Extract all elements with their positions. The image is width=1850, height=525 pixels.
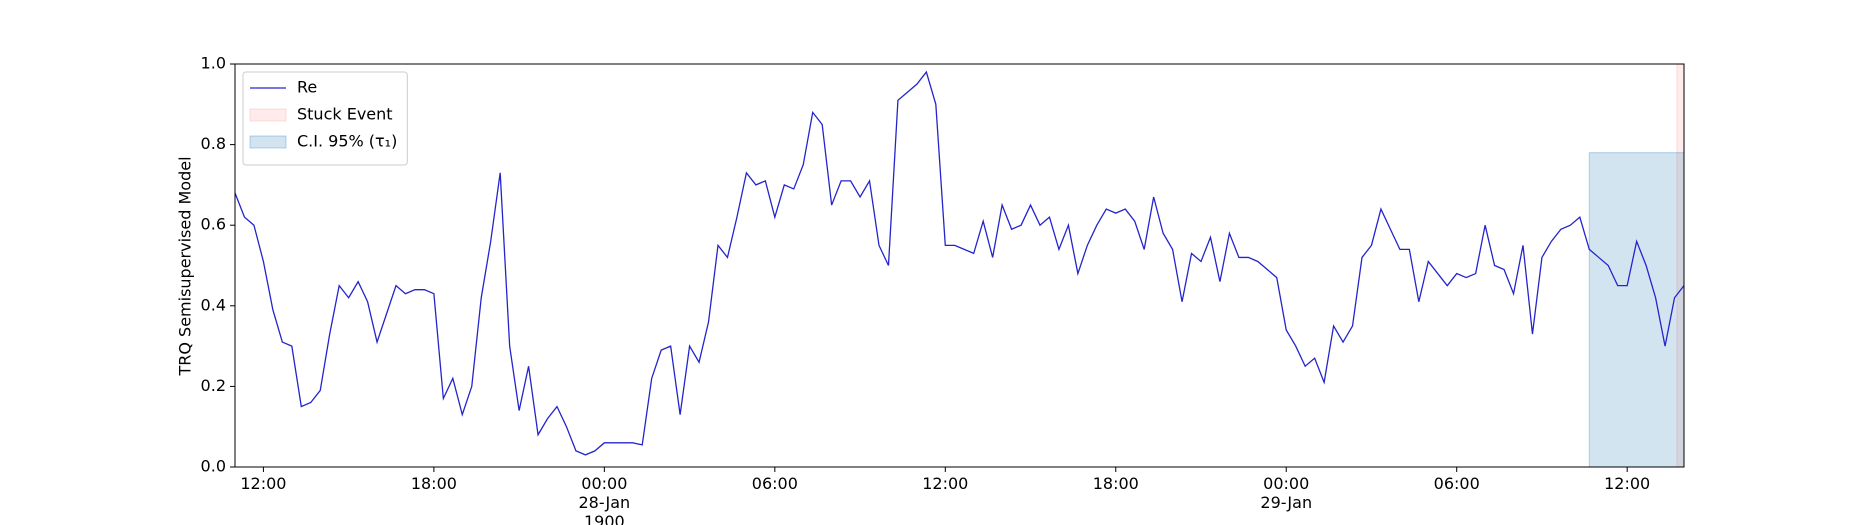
span — [1588, 152, 1685, 468]
x-tick-label: 00:00 29-Jan — [1260, 474, 1312, 512]
line-series — [234, 70, 1685, 456]
plot-frame — [234, 63, 1685, 468]
y-axis-label: TRQ Semisupervised Model — [176, 156, 195, 376]
legend-swatch — [249, 108, 287, 122]
y-tick-label: 0.0 — [201, 457, 226, 476]
y-tick-label: 0.4 — [201, 295, 226, 314]
x-tick-label: 18:00 — [1093, 474, 1139, 493]
legend-label: C.I. 95% (τ₁) — [297, 132, 397, 151]
y-tick-label: 1.0 — [201, 54, 226, 73]
x-tick-label: 06:00 — [752, 474, 798, 493]
y-tick-label: 0.2 — [201, 376, 226, 395]
x-tick-label: 12:00 — [922, 474, 968, 493]
legend-label: Stuck Event — [297, 105, 393, 124]
legend-box — [242, 71, 408, 166]
x-tick-label: 12:00 — [240, 474, 286, 493]
legend-label: Re — [297, 78, 317, 97]
x-tick-label: 06:00 — [1434, 474, 1480, 493]
y-tick-label: 0.8 — [201, 134, 226, 153]
legend-swatch — [249, 135, 287, 149]
x-tick-label: 00:00 28-Jan 1900 — [579, 474, 631, 525]
x-tick-label: 12:00 — [1604, 474, 1650, 493]
x-tick-label: 18:00 — [411, 474, 457, 493]
y-tick-label: 0.6 — [201, 215, 226, 234]
